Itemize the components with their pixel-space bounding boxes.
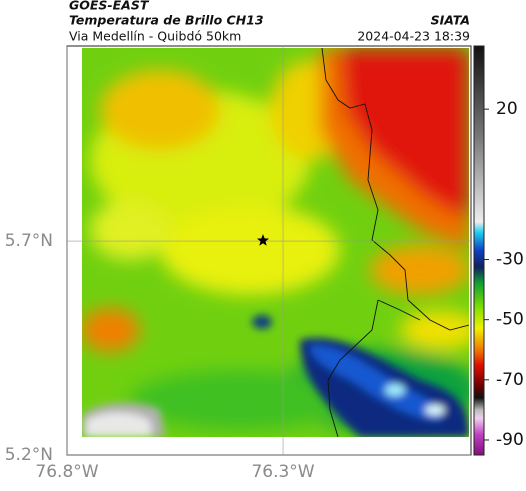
colorbar-tick-label: -50 bbox=[496, 310, 524, 330]
colorbar-tick-label: 20 bbox=[496, 99, 518, 119]
y-tick-label: 5.2°N bbox=[5, 445, 53, 465]
title: Temperatura de Brillo CH13 bbox=[69, 13, 264, 28]
colorbar-tick-label: -30 bbox=[496, 250, 524, 270]
satellite-field bbox=[82, 48, 469, 437]
y-tick-label: 5.7°N bbox=[5, 231, 53, 251]
colorbar-tick-label: -70 bbox=[496, 370, 524, 390]
x-tick-label: 76.8°W bbox=[35, 462, 98, 482]
location-marker bbox=[257, 234, 269, 246]
brand: SIATA bbox=[431, 13, 470, 28]
x-tick-label: 76.3°W bbox=[251, 462, 314, 482]
colorbar bbox=[473, 45, 485, 456]
grid bbox=[66, 46, 471, 456]
colorbar-tick-label: -90 bbox=[496, 430, 524, 450]
subtitle: Via Medellín - Quibdó 50km bbox=[69, 29, 241, 44]
source: GOES-EAST bbox=[69, 0, 150, 13]
timestamp: 2024-04-23 18:39 bbox=[357, 29, 470, 44]
